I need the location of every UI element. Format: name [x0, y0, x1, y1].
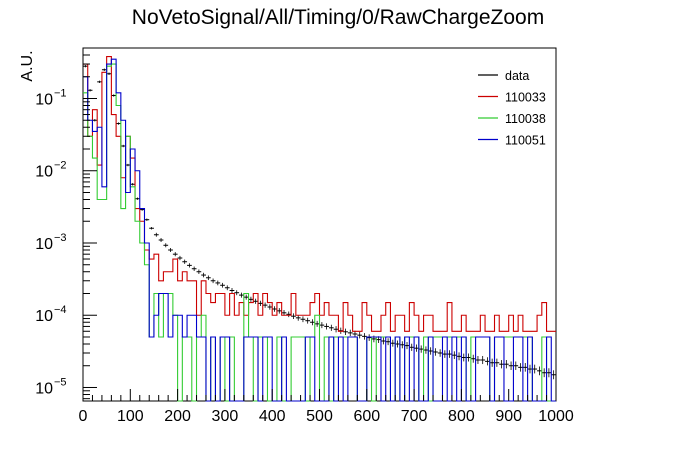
series-layer: [83, 56, 556, 402]
y-tick-exponent: −1: [54, 87, 67, 99]
legend-label: 110033: [505, 91, 546, 105]
x-tick-label: 900: [495, 408, 522, 425]
y-axis: 10−510−410−310−210−1: [35, 47, 97, 400]
x-tick-label: 600: [353, 408, 380, 425]
x-tick-label: 500: [306, 408, 333, 425]
x-tick-label: 200: [164, 408, 191, 425]
series-110033: [83, 56, 556, 332]
x-tick-label: 400: [259, 408, 286, 425]
legend-label: 110038: [505, 112, 546, 126]
legend: data 110033 110038 110051: [478, 69, 546, 148]
x-tick-label: 800: [448, 408, 475, 425]
x-tick-label: 1000: [538, 408, 574, 425]
y-tick-label: 10: [35, 236, 53, 253]
y-tick-label: 10: [35, 164, 53, 181]
legend-label: 110051: [505, 134, 546, 148]
y-tick-exponent: −5: [54, 376, 67, 388]
y-tick-exponent: −4: [54, 304, 67, 316]
y-tick-label: 10: [35, 380, 53, 397]
y-tick-label: 10: [35, 91, 53, 108]
legend-item-110051: 110051: [478, 134, 546, 148]
x-tick-label: 0: [79, 408, 88, 425]
legend-label: data: [505, 69, 529, 83]
y-tick-exponent: −2: [54, 160, 67, 172]
y-axis-label: A.U.: [19, 50, 36, 81]
legend-item-110038: 110038: [478, 112, 546, 126]
x-tick-label: 700: [401, 408, 428, 425]
x-tick-label: 300: [212, 408, 239, 425]
y-tick-label: 10: [35, 308, 53, 325]
x-axis: 0 100 200 300 400 500 600 700 800 900 1000: [79, 389, 574, 425]
y-tick-exponent: −3: [54, 232, 67, 244]
series-data: [83, 64, 556, 380]
legend-item-110033: 110033: [478, 91, 546, 105]
legend-item-data: data: [478, 69, 529, 83]
x-tick-label: 100: [117, 408, 144, 425]
chart-title: NoVetoSignal/All/Timing/0/RawChargeZoom: [132, 6, 544, 29]
series-line-110033: [83, 56, 556, 332]
series-line-110038: [83, 63, 556, 402]
series-110038: [83, 63, 556, 402]
